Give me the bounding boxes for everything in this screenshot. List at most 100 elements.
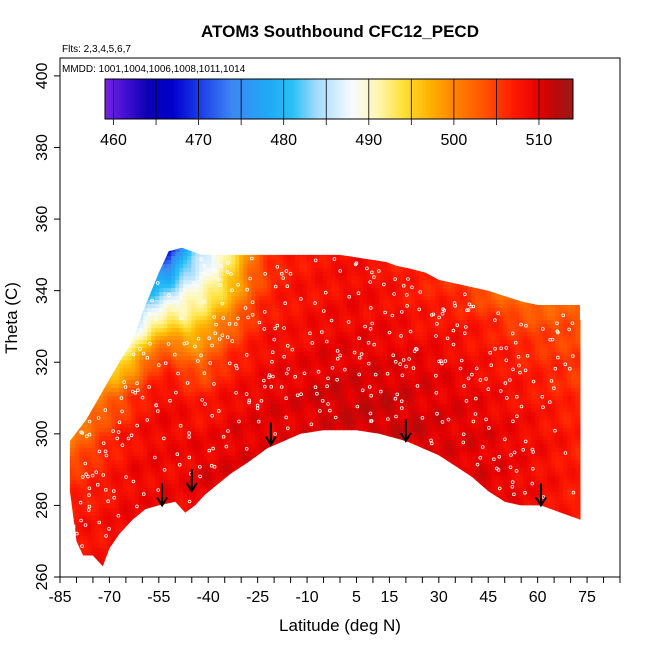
heatmap-cell bbox=[287, 284, 292, 289]
heatmap-cell bbox=[407, 428, 412, 433]
heatmap-cell bbox=[415, 284, 420, 289]
heatmap-cell bbox=[95, 408, 100, 413]
heatmap-cell bbox=[135, 392, 140, 397]
heatmap-cell bbox=[87, 496, 92, 501]
heatmap-cell bbox=[103, 448, 108, 453]
heatmap-cell bbox=[231, 404, 236, 409]
heatmap-cell bbox=[179, 248, 184, 253]
heatmap-cell bbox=[103, 512, 108, 517]
heatmap-cell bbox=[267, 404, 272, 409]
heatmap-cell bbox=[443, 292, 448, 297]
heatmap-cell bbox=[447, 428, 452, 433]
heatmap-cell bbox=[87, 520, 92, 525]
heatmap-cell bbox=[219, 344, 224, 349]
heatmap-cell bbox=[303, 276, 308, 281]
heatmap-cell bbox=[395, 396, 400, 401]
heatmap-cell bbox=[439, 392, 444, 397]
heatmap-cell bbox=[263, 376, 268, 381]
heatmap-cell bbox=[79, 464, 84, 469]
heatmap-cell bbox=[219, 404, 224, 409]
heatmap-cell bbox=[183, 492, 188, 497]
heatmap-cell bbox=[331, 404, 336, 409]
heatmap-cell bbox=[287, 296, 292, 301]
heatmap-cell bbox=[207, 272, 212, 277]
heatmap-cell bbox=[343, 416, 348, 421]
heatmap-cell bbox=[87, 524, 92, 529]
heatmap-cell bbox=[387, 284, 392, 289]
heatmap-cell bbox=[311, 324, 316, 329]
heatmap-cell bbox=[411, 276, 416, 281]
heatmap-cell bbox=[119, 528, 124, 533]
heatmap-cell bbox=[139, 376, 144, 381]
heatmap-cell bbox=[351, 292, 356, 297]
heatmap-cell bbox=[227, 296, 232, 301]
heatmap-cell bbox=[175, 348, 180, 353]
heatmap-cell bbox=[271, 356, 276, 361]
heatmap-cell bbox=[283, 424, 288, 429]
heatmap-cell bbox=[151, 432, 156, 437]
heatmap-cell bbox=[103, 492, 108, 497]
heatmap-cell bbox=[271, 368, 276, 373]
heatmap-cell bbox=[183, 448, 188, 453]
heatmap-cell bbox=[243, 280, 248, 285]
heatmap-cell bbox=[395, 276, 400, 281]
heatmap-cell bbox=[247, 328, 252, 333]
heatmap-cell bbox=[135, 372, 140, 377]
heatmap-cell bbox=[283, 256, 288, 261]
heatmap-cell bbox=[147, 392, 152, 397]
heatmap-cell bbox=[327, 320, 332, 325]
heatmap-cell bbox=[95, 500, 100, 505]
heatmap-cell bbox=[395, 344, 400, 349]
heatmap-cell bbox=[287, 276, 292, 281]
heatmap-cell bbox=[423, 384, 428, 389]
heatmap-cell bbox=[243, 448, 248, 453]
heatmap-cell bbox=[175, 404, 180, 409]
heatmap-cell bbox=[351, 424, 356, 429]
heatmap-cell bbox=[143, 352, 148, 357]
heatmap-cell bbox=[99, 484, 104, 489]
heatmap-cell bbox=[211, 300, 216, 305]
heatmap-cell bbox=[359, 280, 364, 285]
heatmap-cell bbox=[235, 296, 240, 301]
heatmap-cell bbox=[399, 420, 404, 425]
heatmap-cell bbox=[151, 340, 156, 345]
heatmap-cell bbox=[135, 328, 140, 333]
heatmap-cell bbox=[363, 336, 368, 341]
heatmap-cell bbox=[223, 364, 228, 369]
heatmap-cell bbox=[151, 492, 156, 497]
heatmap-cell bbox=[299, 356, 304, 361]
heatmap-cell bbox=[147, 428, 152, 433]
heatmap-cell bbox=[243, 380, 248, 385]
heatmap-cell bbox=[447, 304, 452, 309]
heatmap-cell bbox=[363, 320, 368, 325]
heatmap-cell bbox=[231, 260, 236, 265]
heatmap-cell bbox=[403, 280, 408, 285]
heatmap-cell bbox=[375, 396, 380, 401]
heatmap-cell bbox=[175, 276, 180, 281]
heatmap-cell bbox=[251, 424, 256, 429]
heatmap-cell bbox=[203, 304, 208, 309]
heatmap-cell bbox=[87, 468, 92, 473]
heatmap-cell bbox=[111, 424, 116, 429]
heatmap-cell bbox=[139, 332, 144, 337]
heatmap-cell bbox=[211, 448, 216, 453]
heatmap-cell bbox=[199, 304, 204, 309]
heatmap-cell bbox=[359, 264, 364, 269]
heatmap-cell bbox=[355, 344, 360, 349]
heatmap-cell bbox=[395, 348, 400, 353]
heatmap-cell bbox=[299, 332, 304, 337]
heatmap-cell bbox=[195, 440, 200, 445]
heatmap-cell bbox=[275, 440, 280, 445]
heatmap-cell bbox=[419, 416, 424, 421]
heatmap-cell bbox=[327, 300, 332, 305]
heatmap-cell bbox=[183, 396, 188, 401]
heatmap-cell bbox=[267, 388, 272, 393]
heatmap-cell bbox=[219, 448, 224, 453]
heatmap-cell bbox=[187, 480, 192, 485]
heatmap-cell bbox=[235, 260, 240, 265]
heatmap-cell bbox=[263, 264, 268, 269]
heatmap-cell bbox=[75, 440, 80, 445]
heatmap-cell bbox=[123, 520, 128, 525]
heatmap-cell bbox=[371, 296, 376, 301]
heatmap-cell bbox=[239, 404, 244, 409]
